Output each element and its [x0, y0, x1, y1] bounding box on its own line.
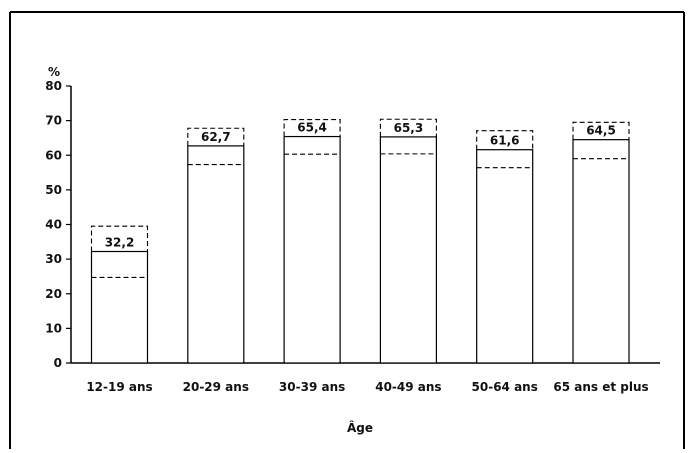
x-tick-label: 20-29 ans — [183, 380, 249, 394]
y-tick-label: 10 — [45, 321, 62, 335]
data-label: 65,4 — [297, 121, 327, 135]
bar — [476, 149, 534, 364]
x-tick-label: 30-39 ans — [279, 380, 345, 394]
figure-border — [9, 11, 685, 449]
bar — [379, 136, 437, 364]
data-label: 65,3 — [394, 121, 424, 135]
bars — [90, 118, 630, 364]
x-axis-label: Âge — [347, 420, 373, 435]
data-label: 64,5 — [586, 124, 616, 138]
data-label: 32,2 — [105, 236, 135, 250]
labels: 32,2 12-19 ans 62,7 20-29 ans 65,4 30-39 ans 6… — [86, 121, 648, 394]
bar — [283, 135, 341, 364]
axes: 0 10 20 30 40 50 60 70 80 — [45, 79, 660, 370]
ci-upper-box — [572, 121, 630, 140]
y-tick-label: 0 — [54, 356, 62, 370]
y-tick-label: 70 — [45, 114, 62, 128]
data-label: 62,7 — [201, 130, 231, 144]
x-tick-label: 12-19 ans — [86, 380, 152, 394]
y-tick-label: 40 — [45, 218, 62, 232]
ci-upper-box — [187, 127, 245, 146]
x-tick-label: 50-64 ans — [472, 380, 538, 394]
y-tick-label: 60 — [45, 148, 62, 162]
y-tick-label: 30 — [45, 252, 62, 266]
bar — [90, 250, 149, 364]
y-tick-label: 20 — [45, 287, 62, 301]
bar — [187, 145, 245, 364]
ci-upper-box — [90, 225, 149, 252]
y-axis-label: % — [48, 65, 60, 79]
y-tick-label: 50 — [45, 183, 62, 197]
ci-upper-box — [379, 118, 437, 137]
ci-upper-box — [283, 119, 341, 137]
bar — [572, 139, 630, 364]
y-tick-label: 80 — [45, 79, 62, 93]
x-tick-label: 40-49 ans — [375, 380, 441, 394]
ci-upper-box — [476, 130, 534, 150]
data-label: 61,6 — [490, 134, 520, 148]
x-tick-label: 65 ans et plus — [553, 380, 648, 394]
